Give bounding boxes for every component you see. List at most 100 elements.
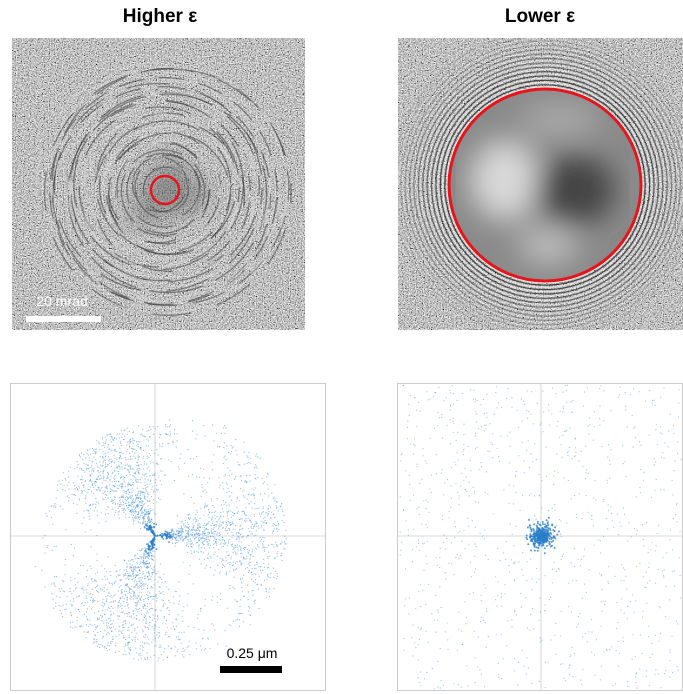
spot [112, 641, 113, 642]
spot [453, 683, 454, 684]
spot [139, 585, 140, 586]
scale-bar-label: 20 mrad [36, 293, 87, 309]
spot [91, 625, 92, 626]
spot [635, 437, 636, 438]
spot [113, 478, 114, 479]
spot [137, 444, 138, 445]
spot [54, 546, 55, 547]
spot [138, 482, 139, 483]
spot [54, 584, 55, 585]
spot [426, 500, 427, 501]
spot [180, 539, 181, 540]
spot [493, 513, 494, 514]
spot [238, 511, 239, 512]
spot [229, 528, 230, 529]
spot [205, 540, 206, 541]
spot [197, 534, 198, 535]
spot [623, 567, 624, 568]
spot [237, 619, 238, 620]
spot [649, 580, 650, 581]
spot [546, 540, 548, 542]
spot [571, 647, 572, 648]
spot [129, 635, 130, 636]
spot [117, 488, 118, 489]
spot [93, 493, 94, 494]
spot [179, 537, 180, 538]
spot [231, 537, 232, 538]
spot [527, 390, 528, 391]
spot [159, 535, 161, 537]
spot [655, 550, 656, 551]
spot [474, 390, 475, 391]
spot [180, 535, 181, 536]
spot [150, 617, 151, 618]
spot [528, 440, 529, 441]
spot [194, 539, 195, 540]
spot [223, 565, 224, 566]
spot [215, 531, 216, 532]
spot [194, 551, 195, 552]
spot [486, 417, 487, 418]
spot [148, 612, 149, 613]
spot [144, 498, 145, 499]
spot [245, 518, 246, 519]
spot [536, 540, 538, 542]
spot [208, 558, 209, 559]
spot [141, 508, 142, 509]
spot [123, 654, 124, 655]
spot [617, 622, 618, 623]
spot [485, 587, 486, 588]
spot [125, 486, 126, 487]
spot [141, 583, 142, 584]
spot [145, 659, 146, 660]
spot [154, 628, 155, 629]
spot [539, 620, 540, 621]
spot [140, 556, 141, 557]
spot [572, 400, 573, 401]
spot [110, 449, 111, 450]
spot [564, 431, 565, 432]
spot [608, 566, 609, 567]
spot [161, 599, 162, 600]
spot [546, 545, 548, 547]
spot [119, 468, 120, 469]
spot [243, 536, 244, 537]
spot [662, 570, 663, 571]
spot [188, 541, 189, 542]
spot [148, 430, 149, 431]
spot [253, 528, 254, 529]
spot [123, 601, 124, 602]
spot [123, 512, 124, 513]
spot [176, 530, 177, 531]
spot [419, 682, 420, 683]
spot [481, 674, 482, 675]
spot [216, 516, 217, 517]
spot [113, 613, 114, 614]
spot [438, 612, 439, 613]
spot [75, 588, 76, 589]
spot [110, 493, 111, 494]
spot [148, 572, 149, 573]
spot [622, 637, 623, 638]
spot [188, 476, 189, 477]
spot [256, 453, 257, 454]
spot [549, 599, 550, 600]
spot [79, 487, 80, 488]
spot [215, 542, 216, 543]
spot [480, 462, 481, 463]
spot [94, 510, 95, 511]
spot [121, 589, 122, 590]
spot [57, 484, 58, 485]
spot [164, 474, 165, 475]
spot [505, 559, 506, 560]
spot [93, 471, 94, 472]
spot [609, 460, 610, 461]
spot [84, 631, 85, 632]
spot [660, 633, 661, 634]
spot [651, 643, 652, 644]
spot [587, 641, 588, 642]
spot [225, 630, 226, 631]
spot [263, 506, 264, 507]
spot [507, 435, 508, 436]
spot [544, 526, 546, 528]
